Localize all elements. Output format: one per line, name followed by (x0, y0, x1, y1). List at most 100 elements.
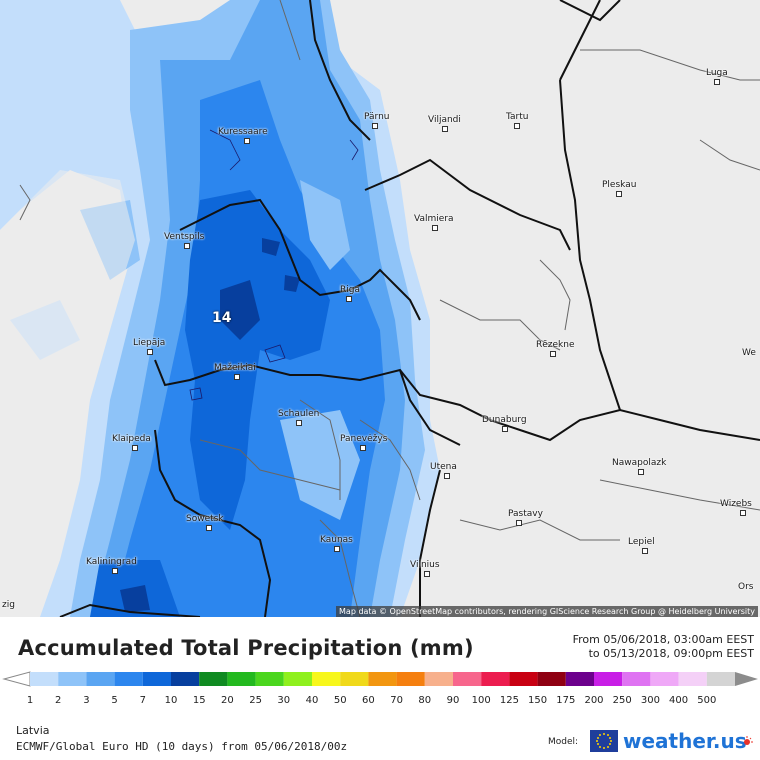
city-name: Sowetsk (186, 514, 224, 524)
city-marker-icon (442, 126, 448, 132)
city-label[interactable]: Mažeikiai (214, 363, 256, 383)
city-name: Kuressaare (218, 127, 268, 137)
city-marker-icon (424, 571, 430, 577)
city-label[interactable]: Tartu (506, 112, 528, 132)
legend-tick-label: 7 (140, 695, 146, 706)
city-label[interactable]: Liepāja (133, 338, 165, 358)
city-name: Tartu (506, 112, 529, 122)
legend-swatch (453, 672, 482, 686)
precip-contours (189, 129, 359, 401)
city-label[interactable]: Schaulen (278, 409, 319, 429)
legend-swatch (594, 672, 623, 686)
city-label[interactable]: Pleskau (602, 180, 636, 200)
city-name: Vilnius (410, 560, 440, 570)
legend-swatch (171, 672, 200, 686)
max-value-label: 14 (212, 310, 232, 326)
city-marker-icon (234, 374, 240, 380)
chart-title: Accumulated Total Precipitation (mm) (18, 636, 474, 660)
date-to: to 05/13/2018, 09:00pm EEST (588, 647, 754, 660)
city-name: Viljandi (428, 115, 461, 125)
legend-swatch (678, 672, 707, 686)
legend-tick-label: 50 (334, 695, 347, 706)
city-name: Panevėžys (340, 434, 388, 444)
city-label[interactable]: Viljandi (428, 115, 461, 135)
legend-tick-label: 15 (193, 695, 206, 706)
city-name: Lepiel (628, 537, 655, 547)
city-marker-icon (432, 225, 438, 231)
legend-arrow-right-icon (735, 672, 758, 686)
legend-tick-label: 200 (584, 695, 603, 706)
legend-tick-label: 5 (111, 695, 117, 706)
city-label[interactable]: We (742, 348, 756, 358)
brand-logo[interactable]: weather.us (623, 729, 747, 753)
city-label[interactable]: Pastavy (508, 509, 543, 529)
city-label[interactable]: Riga (340, 285, 360, 305)
city-name: Pleskau (602, 180, 637, 190)
city-marker-icon (346, 296, 352, 302)
city-label[interactable]: Kaliningrad (86, 557, 137, 577)
precipitation-map[interactable]: Kuressaare Pärnu Viljandi Tartu Luga Ple… (0, 0, 760, 617)
city-label[interactable]: Kaunas (320, 535, 353, 555)
country-borders (59, 0, 760, 617)
legend-swatch (199, 672, 228, 686)
city-label[interactable]: Pärnu (364, 112, 390, 132)
city-label[interactable]: zig (2, 600, 15, 610)
city-marker-icon (714, 79, 720, 85)
model-label: Model: (548, 737, 579, 747)
city-label[interactable]: Nawapolazk (612, 458, 666, 478)
city-marker-icon (334, 546, 340, 552)
city-marker-icon (372, 123, 378, 129)
model-run-label: ECMWF/Global Euro HD (10 days) from 05/0… (16, 740, 348, 753)
legend-tick-label: 2 (55, 695, 61, 706)
legend-tick-label: 10 (165, 695, 178, 706)
city-name: Schaulen (278, 409, 320, 419)
city-marker-icon (514, 123, 520, 129)
city-name: Kaliningrad (86, 557, 137, 567)
city-label[interactable]: Ventspils (164, 232, 204, 252)
city-label[interactable]: Kuressaare (218, 127, 268, 147)
legend-tick-label: 40 (306, 695, 319, 706)
legend-tick-label: 300 (641, 695, 660, 706)
city-name: Utena (430, 462, 457, 472)
city-marker-icon (184, 243, 190, 249)
color-legend: 1 2 3 5 7 10 15 20 25 30 40 50 60 70 80 90 100 125 150 175 2… (0, 668, 760, 708)
city-label[interactable]: Utena (430, 462, 457, 482)
legend-tick-label: 175 (556, 695, 575, 706)
legend-swatch (86, 672, 115, 686)
city-name: Valmiera (414, 214, 454, 224)
city-marker-icon (147, 349, 153, 355)
city-marker-icon (132, 445, 138, 451)
city-name: Klaipeda (112, 434, 151, 444)
city-label[interactable]: Ors (738, 582, 753, 592)
city-label[interactable]: Sowetsk (186, 514, 224, 534)
city-marker-icon (112, 568, 118, 574)
city-label[interactable]: Dunaburg (482, 415, 527, 435)
city-label[interactable]: Lepiel (628, 537, 655, 557)
legend-swatch (565, 672, 594, 686)
legend-swatch (650, 672, 679, 686)
city-label[interactable]: Rēzekne (536, 340, 575, 360)
city-marker-icon (638, 469, 644, 475)
city-label[interactable]: Valmiera (414, 214, 454, 234)
legend-tick-label: 400 (669, 695, 688, 706)
sun-icon (741, 733, 753, 745)
city-name: Wizebs (720, 499, 752, 509)
city-name: We (742, 348, 756, 358)
city-name: Ventspils (164, 232, 205, 242)
city-marker-icon (206, 525, 212, 531)
city-name: Luga (706, 68, 728, 78)
city-marker-icon (550, 351, 556, 357)
legend-tick-label: 3 (83, 695, 89, 706)
city-label[interactable]: Luga (706, 68, 728, 88)
city-marker-icon (244, 138, 250, 144)
legend-swatch (58, 672, 87, 686)
city-label[interactable]: Klaipeda (112, 434, 151, 454)
legend-swatch (424, 672, 453, 686)
legend-tick-label: 80 (418, 695, 431, 706)
city-name: Kaunas (320, 535, 353, 545)
city-label[interactable]: Wizebs (720, 499, 752, 519)
city-label[interactable]: Panevėžys (340, 434, 387, 454)
legend-swatch (283, 672, 312, 686)
city-label[interactable]: Vilnius (410, 560, 440, 580)
legend-swatch (227, 672, 256, 686)
